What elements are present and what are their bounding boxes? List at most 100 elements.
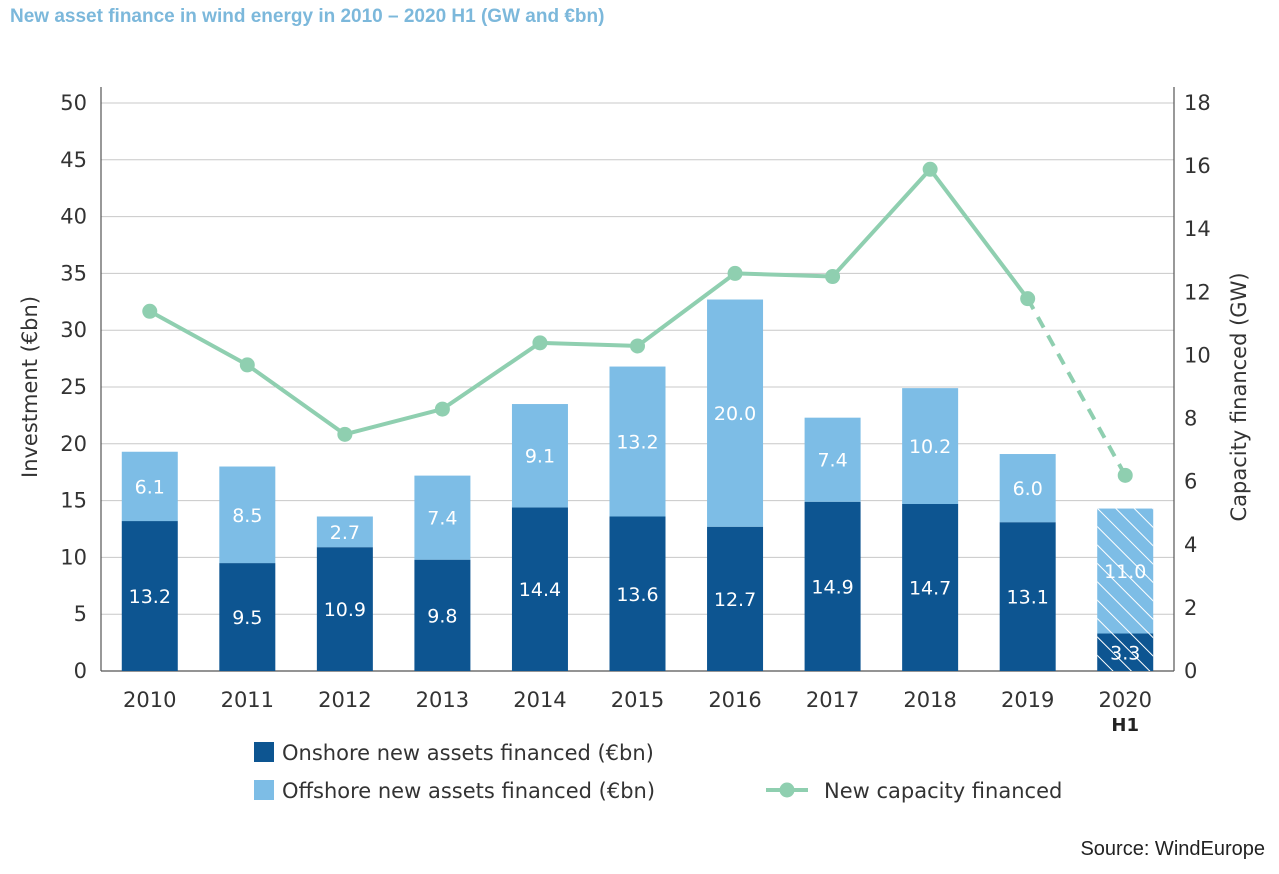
bar-onshore (511, 507, 568, 671)
data-label-onshore: 13.6 (616, 584, 658, 606)
data-label-onshore: 13.1 (1007, 587, 1049, 609)
bar-offshore (414, 475, 471, 560)
y2-tick-label: 12 (1184, 280, 1211, 304)
bar-onshore (609, 516, 666, 671)
capacity-line-dashed (1025, 297, 1127, 477)
data-label-offshore: 6.1 (135, 476, 165, 498)
bar-onshore (999, 522, 1056, 671)
y-tick-label: 10 (60, 545, 87, 569)
capacity-point (922, 161, 938, 177)
capacity-point (239, 357, 255, 373)
source-note: Source: WindEurope (1080, 838, 1265, 860)
y-tick-label: 45 (60, 148, 87, 172)
y-tick-label: 25 (60, 375, 87, 399)
data-label-offshore: 13.2 (616, 432, 658, 454)
x-tick-label: 2014 (513, 688, 566, 712)
x-tick-sublabel: H1 (1111, 715, 1139, 736)
data-label-offshore: 9.1 (525, 446, 555, 468)
tick-labels: 0 5 10 15 20 25 30 35 40 45 50 0 2 4 6 8 10 12 14 16 18 Inves… (18, 91, 1251, 736)
data-label-onshore: 10.9 (324, 599, 366, 621)
capacity-point (630, 338, 645, 354)
bar-offshore (316, 516, 373, 548)
bar-onshore (316, 547, 373, 671)
y2-tick-label: 8 (1184, 407, 1197, 431)
capacity-line (142, 161, 1133, 483)
bar-offshore (999, 454, 1056, 523)
capacity-point (1117, 467, 1133, 483)
bar-offshore (902, 388, 959, 505)
bars: 13.2 6.1 9.5 8.5 10.9 2.7 9.8 7.4 14.4 9.1 13.6 13.… (121, 299, 1154, 671)
capacity-point (1020, 291, 1036, 307)
data-label-offshore: 7.4 (427, 508, 457, 530)
bar-onshore (219, 563, 276, 671)
y-tick-label: 5 (74, 602, 87, 626)
bar-onshore-hatch (1097, 633, 1154, 671)
bar-offshore (707, 299, 764, 527)
bar-onshore (902, 504, 959, 671)
data-label-onshore: 14.4 (519, 579, 561, 601)
legend-swatch-onshore (254, 742, 274, 762)
legend-swatch-capacity-dot (779, 782, 795, 798)
data-label-onshore: 14.9 (811, 576, 853, 598)
data-label-onshore: 3.3 (1110, 642, 1140, 664)
data-label-offshore: 6.0 (1013, 478, 1043, 500)
bar-onshore (121, 521, 178, 671)
y-tick-label: 15 (60, 489, 87, 513)
x-tick-label: 2016 (708, 688, 761, 712)
capacity-point (434, 401, 450, 417)
x-tick-label: 2011 (221, 688, 274, 712)
y-axis-title: Investment (€bn) (18, 296, 42, 478)
x-tick-label: 2015 (611, 688, 664, 712)
bar-onshore (804, 501, 861, 671)
y-tick-label: 20 (60, 432, 87, 456)
bar-offshore (511, 404, 568, 508)
data-label-onshore: 9.5 (232, 607, 262, 629)
x-tick-label: 2020 (1099, 688, 1152, 712)
bar-offshore (609, 366, 666, 517)
data-label-offshore: 8.5 (232, 505, 262, 527)
y2-tick-label: 2 (1184, 596, 1197, 620)
data-label-offshore: 11.0 (1104, 561, 1146, 583)
legend-label-onshore: Onshore new assets financed (€bn) (282, 741, 654, 765)
y-tick-label: 35 (60, 261, 87, 285)
legend: Onshore new assets financed (€bn) Offshor… (254, 741, 1062, 803)
capacity-point (825, 269, 841, 285)
x-tick-label: 2018 (903, 688, 956, 712)
y2-tick-label: 0 (1184, 659, 1197, 683)
bar-onshore (414, 559, 471, 671)
bar-offshore (219, 466, 276, 564)
capacity-point (142, 303, 158, 319)
x-tick-label: 2010 (123, 688, 176, 712)
capacity-line-solid (148, 167, 1030, 437)
bar-onshore (707, 526, 764, 671)
x-tick-label: 2017 (806, 688, 859, 712)
data-label-onshore: 14.7 (909, 578, 951, 600)
y-tick-label: 30 (60, 318, 87, 342)
data-label-onshore: 13.2 (129, 586, 171, 608)
legend-label-offshore: Offshore new assets financed (€bn) (282, 779, 655, 803)
data-label-onshore: 9.8 (427, 605, 457, 627)
legend-label-capacity: New capacity financed (824, 779, 1062, 803)
x-tick-label: 2012 (318, 688, 371, 712)
data-label-offshore: 10.2 (909, 436, 951, 458)
data-label-onshore: 12.7 (714, 589, 756, 611)
capacity-point (727, 265, 743, 281)
y2-tick-label: 4 (1184, 533, 1197, 557)
y2-tick-label: 16 (1184, 154, 1211, 178)
chart-title: New asset finance in wind energy in 2010… (10, 6, 605, 27)
capacity-point (532, 335, 548, 351)
y-tick-label: 40 (60, 205, 87, 229)
bar-offshore (804, 417, 861, 502)
legend-swatch-offshore (254, 780, 274, 800)
y2-tick-label: 14 (1184, 217, 1211, 241)
y2-axis-title: Capacity financed (GW) (1227, 272, 1251, 521)
bar-offshore (121, 451, 178, 522)
y2-tick-label: 6 (1184, 470, 1197, 494)
x-tick-label: 2013 (416, 688, 469, 712)
data-label-offshore: 7.4 (817, 450, 847, 472)
y-tick-label: 50 (60, 91, 87, 115)
capacity-point (337, 426, 353, 442)
x-tick-label: 2019 (1001, 688, 1054, 712)
y2-tick-label: 10 (1184, 343, 1211, 367)
